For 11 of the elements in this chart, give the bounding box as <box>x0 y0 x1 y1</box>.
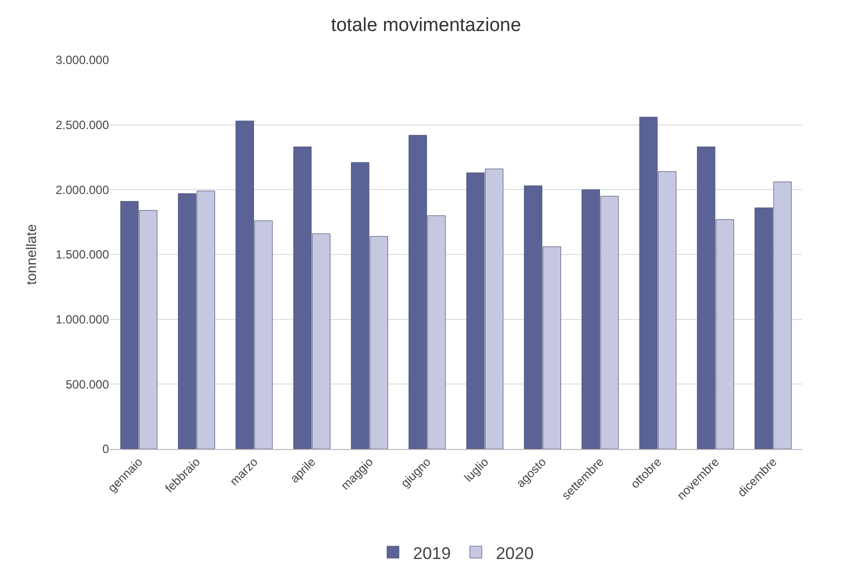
y-axis-title: tonnellate <box>23 224 40 285</box>
y-tick-label: 2.000.000 <box>56 182 110 197</box>
y-tick-label: 3.000.000 <box>56 53 110 68</box>
y-tick-label: 2.500.000 <box>56 118 110 132</box>
chart-title: totale movimentazione <box>330 14 522 36</box>
legend-label: 2020 <box>496 544 534 563</box>
y-tick-label: 1.500.000 <box>56 248 110 262</box>
legend-label: 2019 <box>413 544 451 563</box>
y-tick-label: 1.000.000 <box>56 312 110 327</box>
y-tick-label: 500.000 <box>66 377 110 392</box>
y-tick-label: 0 <box>102 442 110 456</box>
